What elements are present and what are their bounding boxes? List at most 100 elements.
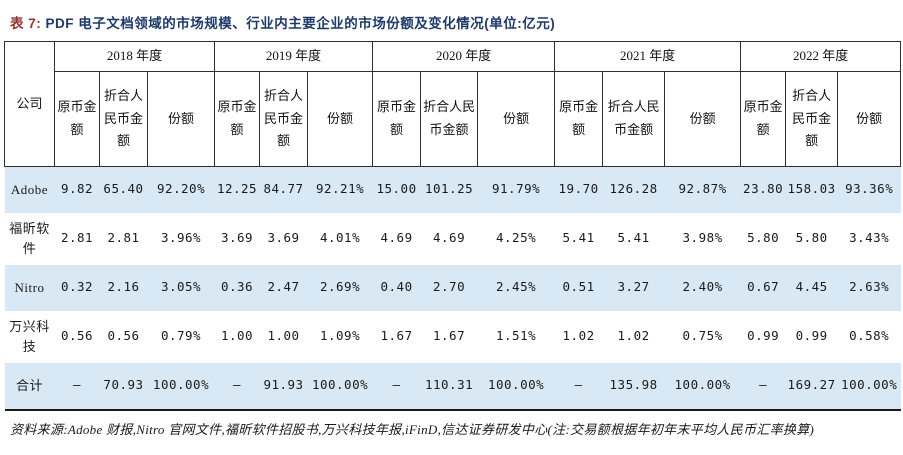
value-cell: 0.99	[795, 328, 828, 344]
value-cell: 5.80	[747, 230, 780, 246]
value-cell: 92.87%	[678, 181, 727, 197]
value-cell: 84.77	[263, 181, 304, 197]
value-cell: 100.00%	[477, 362, 555, 411]
header-metric-2020-2: 份额	[477, 71, 556, 167]
company-cell: Nitro	[14, 279, 45, 295]
value-cell: –	[372, 362, 421, 411]
table-title-prefix: 表 7:	[10, 16, 42, 31]
header-metric-2018-1: 折合人民币金额	[99, 71, 148, 167]
header-year-2018: 2018 年度	[53, 41, 216, 72]
value-cell: 0.51	[562, 279, 595, 295]
header-year-2020: 2020 年度	[372, 41, 556, 72]
value-cell: 2.70	[433, 279, 466, 295]
value-cell: 0.58%	[849, 328, 890, 344]
value-cell: 4.25%	[496, 230, 537, 246]
company-cell: 福昕软件	[9, 221, 50, 256]
value-cell: 0.32	[60, 279, 94, 295]
value-cell: 1.00	[267, 328, 300, 344]
value-cell: 2.40%	[682, 279, 723, 295]
value-cell: 3.96%	[160, 230, 202, 246]
value-cell: 1.09%	[319, 328, 361, 344]
header-metric-2022-2: 份额	[837, 71, 902, 167]
value-cell: 158.03	[787, 181, 836, 197]
value-cell: 3.98%	[682, 230, 723, 246]
value-cell: 65.40	[103, 181, 144, 197]
value-cell: 91.79%	[492, 181, 541, 197]
table-row-Nitro: Nitro 0.32 2.16 3.05% 0.36 2.47 2.69% 0.40 2.70 2…	[4, 264, 901, 311]
value-cell: 23.80	[743, 181, 784, 197]
table-header: 公司 2018 年度 2019 年度 2020 年度 2021 年度 2022 年度 原币金…	[4, 41, 902, 167]
value-cell: 110.31	[420, 362, 478, 411]
value-cell: 2.47	[267, 279, 300, 295]
header-year-2021: 2021 年度	[554, 41, 742, 72]
value-cell: 19.70	[558, 181, 599, 197]
header-metric-2021-2: 份额	[664, 71, 742, 167]
value-cell: 3.69	[220, 230, 254, 246]
report-page: 表 7: PDF 电子文档领域的市场规模、行业内主要企业的市场份额及变化情况(单…	[4, 16, 902, 437]
header-metric-2020-0: 原币金额	[372, 71, 422, 167]
value-cell: 0.40	[380, 279, 413, 295]
company-cell: 合计	[4, 362, 55, 411]
value-cell: 92.20%	[156, 181, 206, 197]
table-row-Adobe: Adobe 9.82 65.40 92.20% 12.25 84.77 92.21% 15.0…	[4, 166, 901, 213]
value-cell: –	[54, 362, 100, 411]
value-cell: 0.67	[747, 279, 780, 295]
value-cell: 0.56	[107, 328, 140, 344]
value-cell: 5.80	[795, 230, 828, 246]
value-cell: 2.16	[107, 279, 140, 295]
value-cell: –	[214, 362, 260, 411]
table-row-万兴科技: 万兴科技 0.56 0.56 0.79% 1.00 1.00 1.09% 1.67 1.67 1.…	[5, 311, 901, 363]
value-cell: 92.21%	[315, 181, 365, 197]
source-note: 资料来源:Adobe 财报,Nitro 官网文件,福昕软件招股书,万兴科技年报,…	[10, 421, 815, 437]
value-cell: 4.45	[795, 279, 828, 295]
header-metric-2019-2: 份额	[307, 71, 374, 167]
value-cell: 100.00%	[837, 362, 901, 411]
company-cell: 万兴科技	[9, 319, 50, 354]
value-cell: 93.36%	[845, 181, 894, 197]
value-cell: 100.00%	[664, 362, 741, 411]
value-cell: 4.69	[433, 230, 466, 246]
header-metric-2022-1: 折合人民币金额	[785, 71, 839, 167]
value-cell: 5.41	[617, 230, 650, 246]
value-cell: 0.79%	[160, 328, 202, 344]
value-cell: 70.93	[99, 362, 148, 411]
value-cell: 5.41	[562, 230, 595, 246]
value-cell: 12.25	[216, 181, 258, 197]
company-cell: Adobe	[10, 182, 49, 197]
value-cell: 4.69	[380, 230, 413, 246]
value-cell: 0.75%	[682, 328, 723, 344]
value-cell: –	[740, 362, 786, 411]
value-cell: 101.25	[424, 181, 474, 197]
table-row-福昕软件: 福昕软件 2.81 2.81 3.96% 3.69 3.69 4.01% 4.69 4.69 4.…	[5, 213, 901, 265]
value-cell: 91.93	[259, 362, 308, 411]
value-cell: 0.56	[60, 328, 94, 344]
header-row-years: 公司 2018 年度 2019 年度 2020 年度 2021 年度 2022 年度	[4, 41, 902, 167]
header-year-2019: 2019 年度	[214, 41, 374, 72]
header-company: 公司	[4, 41, 55, 167]
value-cell: 0.36	[220, 279, 254, 295]
header-metric-2021-0: 原币金额	[554, 71, 604, 167]
value-cell: 169.27	[785, 362, 838, 411]
value-cell: 3.69	[267, 230, 300, 246]
header-metric-2019-0: 原币金额	[214, 71, 261, 167]
value-cell: 4.01%	[319, 230, 361, 246]
table-title-text: PDF 电子文档领域的市场规模、行业内主要企业的市场份额及变化情况(单位:亿元)	[45, 16, 556, 31]
value-cell: 3.43%	[849, 230, 890, 246]
header-metric-2019-1: 折合人民币金额	[259, 71, 309, 167]
value-cell: 1.02	[617, 328, 650, 344]
value-cell: 2.69%	[319, 279, 361, 295]
value-cell: 2.63%	[849, 279, 890, 295]
table-row-合计: 合计 –70.93 100.00% –91.93 100.00% –110.31 100.0…	[4, 362, 901, 411]
value-cell: 2.45%	[496, 279, 537, 295]
header-row-metrics: 原币金额 折合人民币金额 份额 原币金额 折合人民币金额 份额 原币金额 折合人民币金额 份额原…	[5, 71, 902, 167]
value-cell: 100.00%	[147, 362, 215, 411]
value-cell: 1.67	[433, 328, 466, 344]
value-cell: 2.81	[60, 230, 94, 246]
value-cell: 135.98	[602, 362, 665, 411]
header-year-2022: 2022 年度	[740, 41, 902, 72]
value-cell: 1.67	[380, 328, 413, 344]
value-cell: 15.00	[376, 181, 417, 197]
header-metric-2018-0: 原币金额	[54, 71, 100, 167]
value-cell: 1.00	[220, 328, 254, 344]
value-cell: 1.51%	[496, 328, 537, 344]
